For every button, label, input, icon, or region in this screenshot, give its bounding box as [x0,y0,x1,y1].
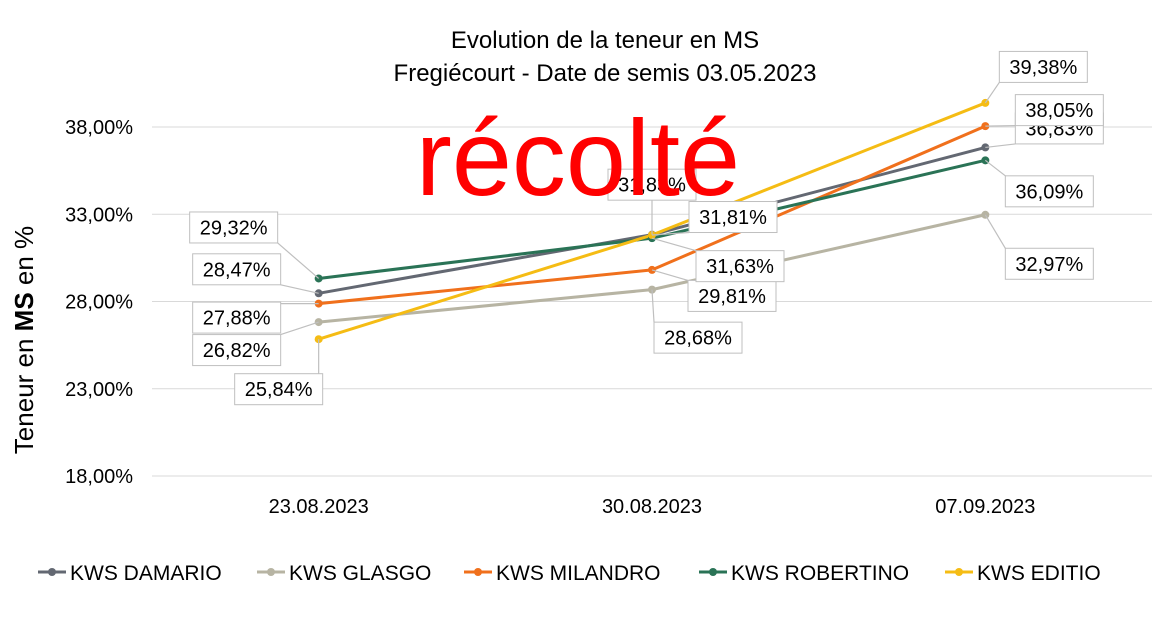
x-tick-label: 23.08.2023 [269,496,369,518]
data-label-leader [277,242,320,279]
y-axis-label-part-1: Teneur en [9,331,39,454]
data-label: 26,82% [203,340,271,362]
chart-title-line-1: Evolution de la teneur en MS [451,27,759,54]
data-label: 31,63% [706,256,774,278]
recolte-stamp: récolté [416,97,740,218]
data-label-leader [985,125,1016,127]
legend-marker [955,568,963,576]
data-label-box [998,50,1088,83]
data-label-leader [985,143,1016,149]
legend-marker [267,568,275,576]
y-axis-label-part-3: en % [9,226,39,293]
data-label-leader [651,269,689,281]
data-label: 31,83% [618,175,686,197]
data-label: 38,05% [1025,100,1093,122]
data-label-box [192,301,282,334]
legend-marker [48,568,56,576]
data-label: 28,68% [664,328,732,350]
x-tick-label: 07.09.2023 [935,496,1035,518]
y-axis-ticks: 18,00% 23,00% 28,00% 33,00% 38,00% [65,117,133,488]
data-label-leader [651,237,697,252]
data-label: 39,38% [1009,57,1077,79]
data-label-leader [651,289,655,323]
x-tick-label: 30.08.2023 [602,496,702,518]
data-label-box [653,321,743,354]
data-label-box [1014,94,1104,127]
data-label-leader [651,231,690,236]
legend-label: KWS ROBERTINO [731,562,909,585]
y-tick-label: 23,00% [65,379,133,401]
data-label-leader [984,214,1006,249]
legend-label: KWS MILANDRO [496,562,661,585]
data-labels: 28,47%31,83%36,83%26,82%28,68%32,97%27,8… [189,50,1104,406]
legend-label: KWS GLASGO [289,562,431,585]
y-tick-label: 33,00% [65,204,133,226]
y-axis-label: Teneur en MS en % [9,226,39,454]
data-label-box [192,334,282,367]
legend: KWS DAMARIO KWS GLASGO KWS MILANDRO KWS ROB… [38,562,1101,585]
data-label: 27,88% [203,308,271,330]
data-label-box [1004,175,1094,208]
y-axis-label-part-2: MS [9,292,39,331]
data-label-box [695,250,785,283]
y-tick-label: 28,00% [65,292,133,314]
data-label-box [192,253,282,286]
data-label: 31,81% [699,207,767,229]
chart-title-line-2: Fregiécourt - Date de semis 03.05.2023 [394,60,817,87]
data-label: 29,32% [200,217,268,239]
legend-label: KWS DAMARIO [70,562,222,585]
y-tick-label: 38,00% [65,117,133,139]
data-label-leader [280,284,319,294]
data-label: 29,81% [698,286,766,308]
x-axis-ticks: 23.08.2023 30.08.2023 07.09.2023 [269,496,1036,518]
data-label: 25,84% [245,379,313,401]
legend-marker [709,568,717,576]
data-label: 32,97% [1015,254,1083,276]
data-label-box [688,201,778,234]
y-tick-label: 18,00% [65,466,133,488]
data-label-leader [984,82,1000,104]
data-label-leader [984,159,1006,177]
data-label: 36,09% [1015,181,1083,203]
data-label: 28,47% [203,259,271,281]
data-label-box [607,168,697,201]
data-label-box [234,373,324,406]
legend-marker [474,568,482,576]
data-label-box [189,211,279,244]
data-label-leader [280,321,319,336]
data-label-box [1004,247,1094,280]
legend-label: KWS EDITIO [977,562,1101,585]
